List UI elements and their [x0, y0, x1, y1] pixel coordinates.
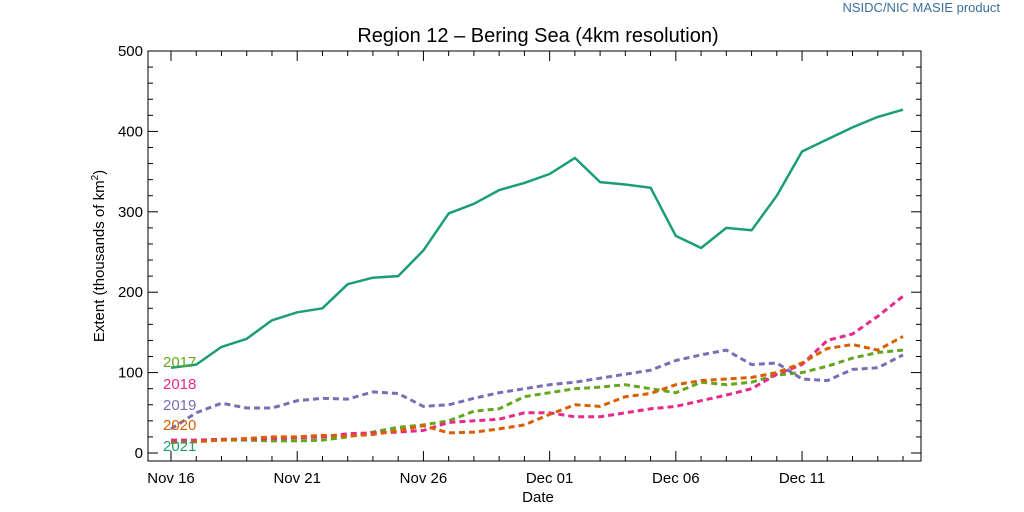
x-tick-label: Dec 01: [526, 470, 574, 487]
series-line-2017: [171, 348, 904, 443]
y-tick-label: 500: [118, 43, 143, 60]
x-tick-label: Nov 16: [147, 470, 195, 487]
series-line-2020: [170, 335, 904, 444]
x-tick-label: Dec 06: [652, 470, 700, 487]
legend-label-2021: 2021: [163, 438, 196, 455]
legend-label-2018: 2018: [163, 376, 196, 393]
y-axis-label-close: ): [91, 170, 108, 175]
y-tick-label: 400: [118, 123, 143, 140]
legend-label-2019: 2019: [163, 397, 196, 414]
chart-title: Region 12 – Bering Sea (4km resolution): [357, 25, 718, 47]
x-axis-label: Date: [522, 489, 554, 506]
legend-label-2017: 2017: [163, 354, 196, 371]
y-tick-labels: 0 100 200 300 400 500: [118, 43, 143, 462]
y-tick-label: 100: [118, 365, 143, 382]
x-tick-label: Dec 11: [779, 470, 825, 487]
legend: 2017 2018 2019 2020 2021: [163, 354, 196, 455]
y-axis-label-main: Extent (thousands of km: [91, 180, 108, 342]
axis-ticks: [148, 50, 921, 461]
x-tick-labels: Nov 16 Nov 21 Nov 26 Dec 01 Dec 06 Dec 11: [147, 470, 825, 487]
plot-frame: [147, 50, 922, 462]
y-tick-label: 200: [118, 284, 143, 301]
y-tick-label: 0: [135, 445, 143, 462]
series-line-2019: [170, 348, 904, 431]
x-tick-label: Nov 21: [273, 470, 321, 487]
x-tick-label: Nov 26: [400, 470, 448, 487]
y-axis-label: Extent (thousands of km2): [90, 170, 108, 342]
series-line-2021: [170, 108, 904, 370]
y-axis-label-sup: 2: [90, 174, 101, 180]
legend-label-2020: 2020: [163, 417, 196, 434]
product-label: NSIDC/NIC MASIE product: [843, 0, 1001, 15]
data-series: [170, 108, 904, 444]
y-tick-label: 300: [118, 204, 143, 221]
